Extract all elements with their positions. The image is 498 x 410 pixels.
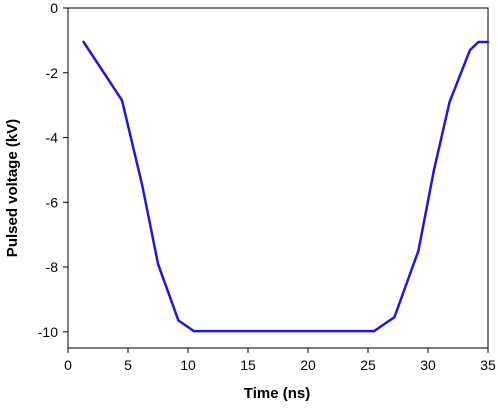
y-tick-label: -8 (46, 259, 59, 275)
y-tick-label: -10 (38, 324, 58, 340)
x-tick-label: 0 (64, 357, 72, 373)
series-line-0 (82, 40, 490, 333)
y-axis-title: Pulsed voltage (kV) (4, 119, 21, 257)
x-tick-label: 20 (300, 357, 316, 373)
axes (67, 7, 489, 349)
x-tick-label: 10 (180, 357, 196, 373)
y-tick-label: -2 (46, 65, 59, 81)
x-tick-label: 5 (124, 357, 132, 373)
x-tick-label: 30 (420, 357, 436, 373)
y-tick-labels: 0 -2 -4 -6 -8 -10 (38, 0, 58, 340)
y-tick-label: -4 (46, 130, 59, 146)
x-tick-label: 25 (360, 357, 376, 373)
y-tick-label: -6 (46, 194, 59, 210)
x-tick-labels: 0 5 10 15 20 25 30 35 (64, 357, 496, 373)
tick-marks (63, 7, 489, 353)
y-tick-label: 0 (50, 0, 58, 16)
plot-frame (67, 7, 489, 349)
x-axis-title: Time (ns) (244, 385, 310, 402)
x-tick-label: 15 (240, 357, 256, 373)
x-tick-label: 35 (480, 357, 496, 373)
series-layer (82, 40, 490, 333)
